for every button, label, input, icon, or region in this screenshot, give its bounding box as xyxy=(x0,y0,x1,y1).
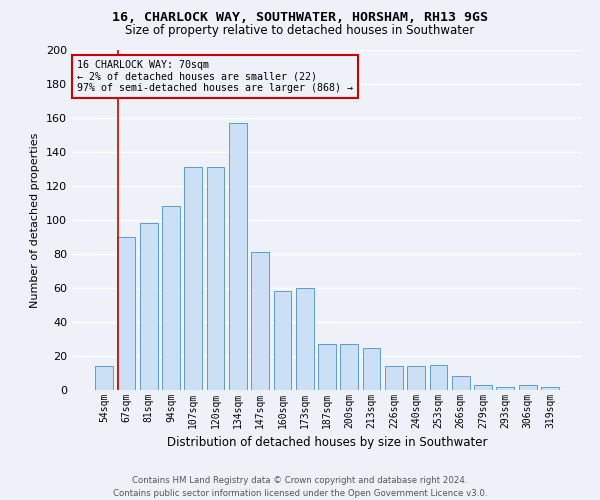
Bar xyxy=(430,364,448,390)
Bar xyxy=(541,386,559,390)
Text: 16 CHARLOCK WAY: 70sqm
← 2% of detached houses are smaller (22)
97% of semi-deta: 16 CHARLOCK WAY: 70sqm ← 2% of detached … xyxy=(77,60,353,94)
X-axis label: Distribution of detached houses by size in Southwater: Distribution of detached houses by size … xyxy=(167,436,487,450)
Bar xyxy=(206,168,224,390)
Bar xyxy=(140,224,158,390)
Bar xyxy=(407,366,425,390)
Text: Size of property relative to detached houses in Southwater: Size of property relative to detached ho… xyxy=(125,24,475,37)
Bar xyxy=(474,385,492,390)
Bar xyxy=(162,206,180,390)
Bar xyxy=(362,348,380,390)
Bar xyxy=(184,168,202,390)
Bar xyxy=(496,386,514,390)
Y-axis label: Number of detached properties: Number of detached properties xyxy=(31,132,40,308)
Bar xyxy=(118,237,136,390)
Bar xyxy=(251,252,269,390)
Bar xyxy=(274,292,292,390)
Bar xyxy=(340,344,358,390)
Bar xyxy=(296,288,314,390)
Bar xyxy=(452,376,470,390)
Text: Contains HM Land Registry data © Crown copyright and database right 2024.
Contai: Contains HM Land Registry data © Crown c… xyxy=(113,476,487,498)
Bar xyxy=(229,123,247,390)
Bar xyxy=(318,344,336,390)
Bar xyxy=(518,385,536,390)
Bar xyxy=(385,366,403,390)
Bar xyxy=(95,366,113,390)
Text: 16, CHARLOCK WAY, SOUTHWATER, HORSHAM, RH13 9GS: 16, CHARLOCK WAY, SOUTHWATER, HORSHAM, R… xyxy=(112,11,488,24)
